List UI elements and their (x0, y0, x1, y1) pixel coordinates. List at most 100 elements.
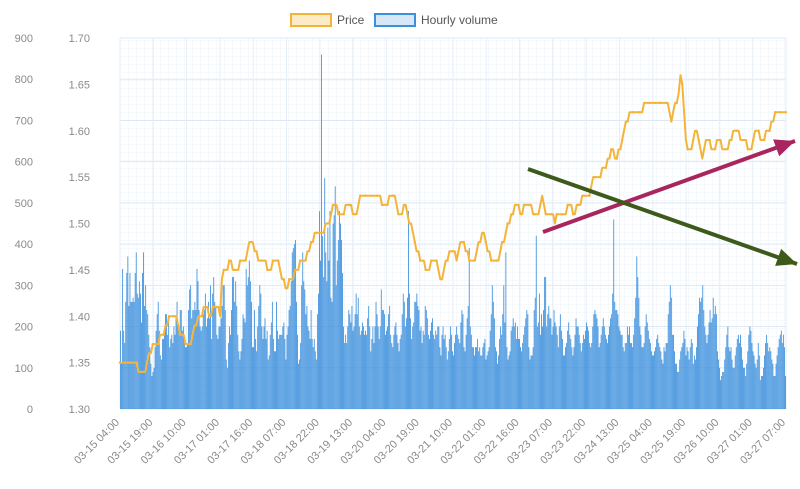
price-point (681, 83, 684, 86)
volume-bar (209, 318, 210, 409)
volume-bar (236, 305, 238, 409)
price-point (369, 194, 373, 197)
y-left-tick-label: 100 (15, 363, 33, 375)
volume-bar (331, 301, 333, 409)
volume-bar (400, 334, 402, 409)
volume-bar (407, 297, 408, 409)
volume-bar (134, 272, 136, 409)
volume-bar (441, 334, 443, 409)
volume-bar (358, 326, 360, 409)
volume-bar (175, 318, 177, 409)
volume-bar (351, 305, 353, 409)
price-point (560, 213, 564, 216)
volume-bar (421, 343, 423, 409)
volume-bar (159, 355, 161, 409)
volume-bar (254, 310, 255, 409)
volume-bar (751, 343, 753, 409)
volume-bar (478, 351, 480, 409)
price-point (555, 213, 558, 216)
volume-bar (137, 297, 139, 409)
volume-bar (332, 223, 334, 409)
volume-bar (615, 310, 617, 409)
volume-bar (386, 330, 387, 409)
legend[interactable]: Price Hourly volume (290, 13, 498, 27)
volume-bar (296, 301, 297, 409)
volume-bar (141, 322, 142, 409)
volume-bar (730, 347, 732, 409)
volume-bar (383, 314, 385, 409)
volume-bar (782, 334, 784, 409)
volume-bar (272, 338, 274, 409)
volume-bar (197, 281, 199, 409)
volume-bar (436, 334, 438, 409)
volume-bar (729, 351, 731, 409)
volume-bar (368, 305, 370, 409)
price-point (724, 148, 728, 151)
arrow-up-trend (542, 139, 796, 234)
volume-bar (443, 338, 445, 409)
volume-bar (599, 343, 601, 409)
volume-bar (121, 363, 122, 409)
volume-bar (706, 343, 708, 409)
volume-bar (570, 338, 572, 409)
price-point (195, 324, 198, 327)
volume-bar (571, 347, 573, 409)
volume-bar (649, 343, 651, 409)
legend-label-price: Price (337, 13, 365, 27)
volume-bar (566, 343, 568, 409)
volume-bar (337, 239, 339, 409)
volume-bar (241, 338, 243, 409)
volume-bar (348, 310, 350, 409)
volume-bar (294, 239, 296, 409)
volume-bar (388, 314, 390, 409)
volume-bar (762, 376, 763, 409)
volume-bar (247, 277, 249, 409)
volume-bar (387, 326, 388, 409)
volume-bar (279, 334, 281, 409)
volume-bar (640, 334, 642, 409)
volume-bar (604, 334, 606, 409)
volume-bar (251, 301, 252, 409)
volume-bar (437, 326, 439, 409)
price-point (479, 240, 482, 244)
volume-bar (507, 359, 509, 409)
volume-bar (390, 334, 392, 409)
volume-bar (425, 310, 427, 409)
legend-item-price[interactable]: Price (290, 13, 365, 27)
y-axis-right: 1.30 1.35 1.40 1.45 1.50 1.55 1.60 1.65 1.70 (69, 33, 90, 416)
volume-bar (419, 330, 421, 409)
volume-bar (302, 252, 304, 409)
price-point (571, 213, 575, 216)
volume-bar (636, 256, 638, 409)
volume-bar (263, 326, 265, 409)
volume-bar (344, 343, 346, 409)
volume-bar (444, 334, 446, 409)
volume-bar (245, 268, 247, 409)
price-point (397, 213, 400, 216)
volume-bar (221, 305, 223, 409)
volume-bar (290, 281, 292, 409)
y-left-tick-label: 700 (15, 115, 33, 127)
volume-bar (721, 376, 723, 409)
volume-bar (151, 376, 153, 409)
volume-bar (459, 343, 461, 409)
volume-bar (452, 351, 453, 409)
price-point (282, 277, 285, 281)
volume-bar (755, 367, 757, 409)
volume-bar (299, 359, 301, 409)
price-point (227, 259, 231, 262)
volume-bar (597, 326, 599, 409)
volume-bar (662, 363, 664, 409)
volume-bar (412, 326, 414, 409)
price-point (577, 203, 580, 207)
volume-bar (161, 338, 163, 409)
volume-bar (270, 322, 272, 409)
volume-bar (373, 343, 375, 409)
volume-bar (538, 293, 540, 409)
volume-bar (166, 314, 168, 409)
volume-bar (413, 322, 415, 409)
legend-item-hourly-volume[interactable]: Hourly volume (374, 13, 498, 27)
volume-bar (433, 334, 435, 409)
price-point (588, 194, 591, 197)
